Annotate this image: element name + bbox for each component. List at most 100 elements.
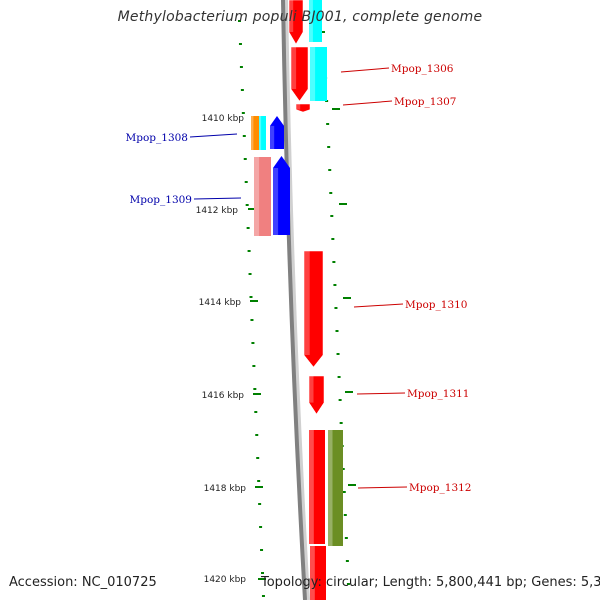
rna-feature-top-shine [309,0,313,42]
gene-label-mpop-1308: Mpop_1308 [126,132,189,144]
gene-arrow-top-shine [289,0,294,32]
tick-mark-right [328,169,332,171]
gene-arrow-1307 [295,103,311,113]
tick-mark-left [257,480,261,482]
gene-label-mpop-1311: Mpop_1311 [407,388,470,400]
tick-mark-right [341,468,345,470]
gene-labels: Mpop_1306 Mpop_1307 Mpop_1308 Mpop_1309 Mpop… [126,63,472,494]
leader-mpop-1306 [340,67,390,73]
rna-feature-1306-shine [310,47,316,101]
tick-mark-left [239,66,243,68]
tick-mark-left [253,388,257,390]
scale-tick-label: 1414 kbp [199,298,242,308]
tick-mark-left [254,411,258,413]
topology-text: Topology: circular; Length: 5,800,441 bp… [261,575,600,590]
gene-label-mpop-1310: Mpop_1310 [405,299,468,311]
scale-labels: 1410 kbp 1412 kbp 1414 kbp 1416 kbp 1418 kbp… [196,114,247,585]
tick-mark-left [261,572,264,574]
gene-arrow-1312 [309,430,325,544]
major-tick-right [339,203,347,205]
tick-mark-right [329,192,333,194]
rna-feature-top [309,0,322,42]
tick-mark-right [343,514,347,516]
feature-1312-olive [328,430,343,546]
leader-mpop-1312 [357,486,408,489]
feature-1309-pink [254,157,271,236]
leader-mpop-1310 [353,303,404,308]
gene-arrow-1309-shine [273,168,279,235]
gene-label-mpop-1306: Mpop_1306 [391,63,454,75]
genome-backbone [281,0,307,600]
gene-label-mpop-1312: Mpop_1312 [409,482,472,494]
tick-mark-left [238,43,242,45]
accession-text: Accession: NC_010725 [9,575,157,590]
tick-mark-left [241,112,245,114]
tick-mark-right [337,376,341,378]
tick-mark-left [260,549,264,551]
feature-1308-orange-shine [251,116,254,150]
tick-mark-left [250,319,254,321]
left-tick-marks [238,20,266,597]
tick-mark-left [251,342,255,344]
tick-mark-right [331,238,335,240]
feature-1308-orange [251,116,259,150]
backbone-shadow [282,0,310,600]
major-tick-right [348,484,356,486]
scale-tick-label: 1412 kbp [196,206,239,216]
tick-mark-left [259,526,263,528]
tick-mark-right [322,31,325,33]
tick-mark-right [333,284,337,286]
leader-mpop-1311 [356,392,406,395]
tick-mark-left [258,503,262,505]
gene-label-mpop-1309: Mpop_1309 [130,194,193,206]
tick-mark-left [242,135,246,137]
scale-tick-label: 1420 kbp [204,575,247,585]
gene-arrow-1309 [273,156,290,235]
gene-arrow-1311-shine [309,376,314,403]
gene-arrow-1306 [290,46,309,102]
leader-mpop-1309 [193,197,242,200]
feature-1312-olive-shine [328,430,333,546]
tick-mark-left [256,457,260,459]
tick-mark-right [336,353,340,355]
feature-1309-pink-shine [254,157,260,236]
major-tick-left [253,393,261,395]
feature-1308-cyan-shine [259,116,262,150]
tick-mark-right [327,146,331,148]
major-tick-left [255,486,263,488]
tick-mark-right [332,261,336,263]
gene-arrow-1312-shine [309,430,314,544]
tick-mark-left [243,158,247,160]
major-tick-right [345,391,353,393]
leader-mpop-1307 [342,100,393,106]
scale-tick-label: 1410 kbp [202,114,245,124]
rna-feature-1306 [310,47,327,101]
label-leaders [189,67,408,489]
tick-mark-right [345,560,349,562]
gene-arrow-1311 [308,375,325,415]
gene-arrow-bottom-shine [310,546,315,600]
major-tick-right [332,108,340,110]
gene-arrow-1307-shine [296,104,301,110]
tick-mark-left [255,434,259,436]
major-tick-left [258,578,266,580]
tick-mark-right [346,583,350,585]
tick-mark-right [335,330,339,332]
tick-mark-right [338,399,342,401]
tick-mark-left [248,273,252,275]
tick-mark-left [238,20,241,22]
gene-arrow-1308 [270,116,284,149]
tick-mark-left [240,89,244,91]
map-title: Methylobacterium populi BJ001, complete … [117,9,483,25]
gene-arrow-1310-shine [304,251,310,355]
scale-tick-label: 1416 kbp [202,391,245,401]
tick-mark-left [244,181,248,183]
tick-mark-left [247,250,251,252]
tick-mark-left [261,595,265,597]
tick-mark-right [344,537,348,539]
tick-mark-left [246,227,250,229]
gene-arrow-1310 [303,250,324,368]
gene-arrow-top [288,0,304,45]
